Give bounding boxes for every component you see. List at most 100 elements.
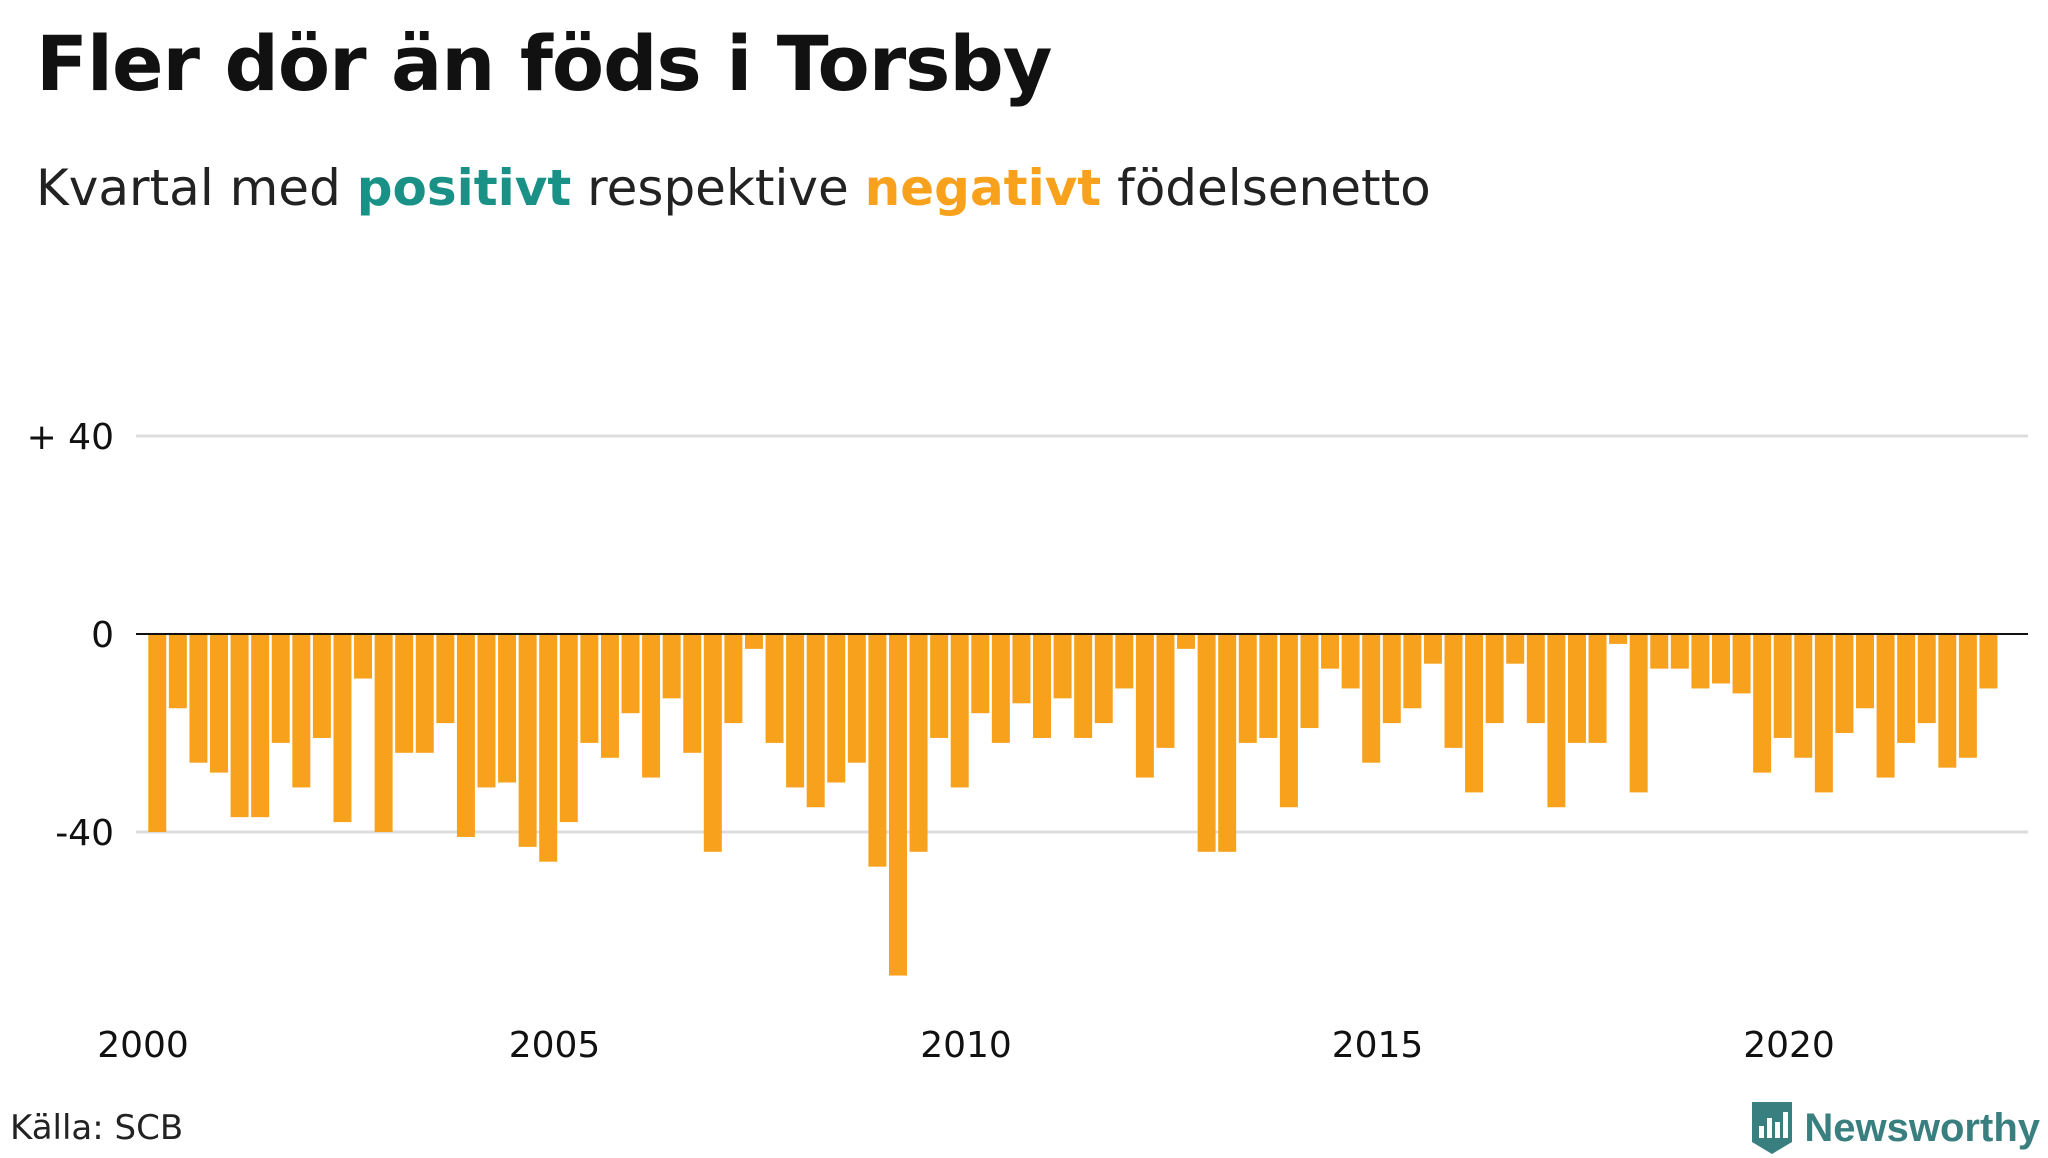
subtitle-positive-word: positivt <box>356 159 572 217</box>
bar <box>1567 634 1586 743</box>
bar <box>1835 634 1854 733</box>
bar <box>1156 634 1175 748</box>
bar <box>971 634 990 714</box>
bar <box>1423 634 1442 664</box>
x-tick-label: 2020 <box>1743 1025 1835 1066</box>
bar <box>1917 634 1936 724</box>
bar <box>148 634 167 832</box>
newsworthy-logo-icon <box>1752 1102 1793 1154</box>
bar <box>477 634 496 788</box>
bar <box>168 634 187 709</box>
bar <box>703 634 722 852</box>
bar <box>600 634 619 758</box>
bar <box>1444 634 1463 748</box>
bar <box>991 634 1010 743</box>
bar <box>1465 634 1484 793</box>
subtitle-text-3: födelsenetto <box>1101 159 1431 217</box>
bar <box>1856 634 1874 709</box>
y-tick-label: + 40 <box>27 417 114 458</box>
bar <box>1300 634 1319 729</box>
bar <box>539 634 558 862</box>
subtitle-text-1: Kvartal med <box>36 159 357 217</box>
bar <box>909 634 928 852</box>
bar <box>642 634 661 778</box>
bar <box>230 634 249 818</box>
bar <box>1218 634 1237 852</box>
bar <box>292 634 311 788</box>
bar <box>1238 634 1257 743</box>
x-tick-label: 2010 <box>920 1025 1012 1066</box>
bar <box>744 634 763 649</box>
subtitle-text-2: respektive <box>571 159 865 217</box>
bar <box>1794 634 1813 758</box>
bar <box>1650 634 1669 669</box>
bar <box>1691 634 1710 689</box>
bar <box>518 634 537 847</box>
y-tick-label: 0 <box>91 615 114 656</box>
bar <box>1609 634 1628 644</box>
bar <box>271 634 290 743</box>
bar <box>889 634 907 976</box>
bar <box>1259 634 1278 738</box>
bar <box>1897 634 1916 743</box>
bar <box>1938 634 1957 768</box>
bar <box>1135 634 1154 778</box>
bar <box>765 634 784 743</box>
bar <box>1341 634 1360 689</box>
bar <box>1053 634 1072 699</box>
bar <box>1629 634 1648 793</box>
y-tick-label: -40 <box>55 813 114 854</box>
bar <box>1753 634 1772 773</box>
bar <box>189 634 208 763</box>
bar <box>395 634 414 753</box>
bar <box>333 634 352 823</box>
bar <box>1074 634 1093 738</box>
bar <box>1547 634 1566 808</box>
bar <box>436 634 455 724</box>
bar <box>1382 634 1401 724</box>
bar <box>1588 634 1607 743</box>
bar <box>374 634 393 832</box>
brand-name: Newsworthy <box>1804 1105 2040 1150</box>
bar <box>1403 634 1422 709</box>
bar <box>950 634 969 788</box>
x-tick-label: 2005 <box>509 1025 601 1066</box>
bar <box>1012 634 1031 704</box>
chart-subtitle: Kvartal med positivt respektive negativt… <box>36 158 1431 218</box>
bar <box>1033 634 1051 738</box>
bar <box>1979 634 1998 689</box>
bar <box>1115 634 1134 689</box>
bar <box>1814 634 1833 793</box>
bar <box>1712 634 1730 684</box>
bar <box>1773 634 1792 738</box>
bar <box>930 634 949 738</box>
bar <box>1876 634 1895 778</box>
source-note: Källa: SCB <box>10 1108 184 1148</box>
bar <box>621 634 640 714</box>
bar <box>683 634 702 753</box>
bar <box>354 634 373 679</box>
x-tick-label: 2000 <box>97 1025 189 1066</box>
bar <box>1485 634 1504 724</box>
bar <box>580 634 599 743</box>
bar <box>786 634 805 788</box>
brand[interactable]: Newsworthy <box>1750 1098 2040 1158</box>
subtitle-negative-word: negativt <box>864 159 1102 217</box>
bar <box>1094 634 1113 724</box>
bar <box>724 634 743 724</box>
bar <box>456 634 475 837</box>
bar <box>1362 634 1381 763</box>
bar <box>1321 634 1340 669</box>
bar <box>868 634 887 867</box>
bar <box>415 634 434 753</box>
bar <box>847 634 866 763</box>
bar <box>806 634 825 808</box>
bar <box>251 634 270 818</box>
bar <box>1279 634 1298 808</box>
bar <box>1670 634 1689 669</box>
bar <box>1958 634 1977 758</box>
bar <box>1526 634 1545 724</box>
bar <box>498 634 517 783</box>
